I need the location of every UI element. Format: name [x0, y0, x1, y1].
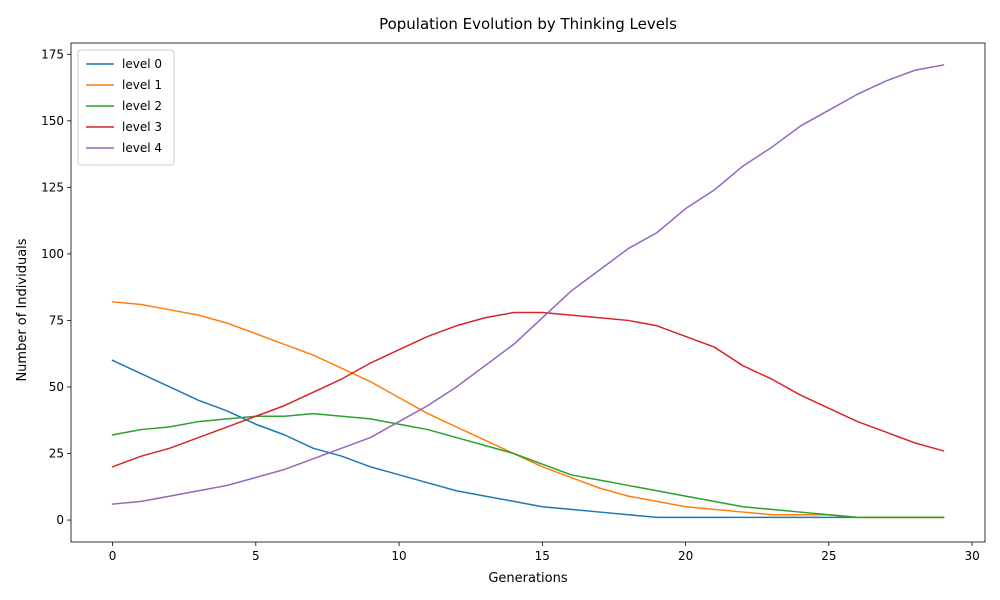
- legend-label-level-3: level 3: [122, 120, 162, 134]
- y-tick-label: 100: [41, 247, 64, 261]
- y-tick-label: 50: [49, 380, 64, 394]
- y-tick-label: 125: [41, 180, 64, 194]
- y-tick-label: 75: [49, 313, 64, 327]
- x-tick-label: 25: [821, 549, 836, 563]
- x-tick-label: 20: [678, 549, 693, 563]
- series-line-level-1: [111, 300, 945, 519]
- x-tick-label: 15: [535, 549, 550, 563]
- chart-title: Population Evolution by Thinking Levels: [379, 15, 677, 33]
- legend-label-level-4: level 4: [122, 141, 162, 155]
- series-line-level-4: [111, 64, 945, 505]
- y-tick-label: 0: [56, 513, 64, 527]
- y-axis-label: Number of Individuals: [15, 238, 30, 381]
- series-line-level-2: [111, 412, 945, 519]
- legend-box: [77, 49, 175, 166]
- x-tick-label: 30: [964, 549, 979, 563]
- series-line-level-3: [111, 311, 945, 468]
- y-tick-label: 25: [49, 447, 64, 461]
- legend-label-level-0: level 0: [122, 57, 162, 71]
- x-axis-label: Generations: [488, 571, 568, 586]
- x-tick-label: 10: [391, 549, 406, 563]
- y-tick-label: 175: [41, 47, 64, 61]
- x-tick-label: 5: [252, 549, 260, 563]
- plot-frame: [70, 42, 986, 543]
- legend-label-level-2: level 2: [122, 99, 162, 113]
- y-tick-label: 150: [41, 114, 64, 128]
- x-tick-label: 0: [109, 549, 117, 563]
- legend-label-level-1: level 1: [122, 78, 162, 92]
- series-line-level-0: [111, 359, 945, 519]
